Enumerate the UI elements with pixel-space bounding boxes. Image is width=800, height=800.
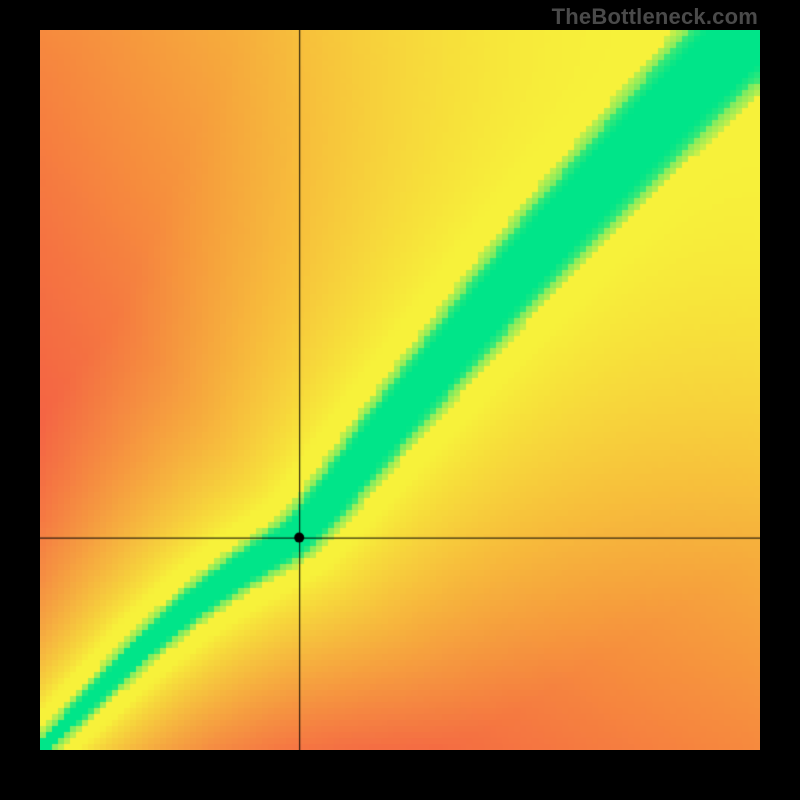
watermark-text: TheBottleneck.com [552, 4, 758, 30]
chart-container: TheBottleneck.com [0, 0, 800, 800]
heatmap-plot [40, 30, 760, 750]
heatmap-canvas [40, 30, 760, 750]
